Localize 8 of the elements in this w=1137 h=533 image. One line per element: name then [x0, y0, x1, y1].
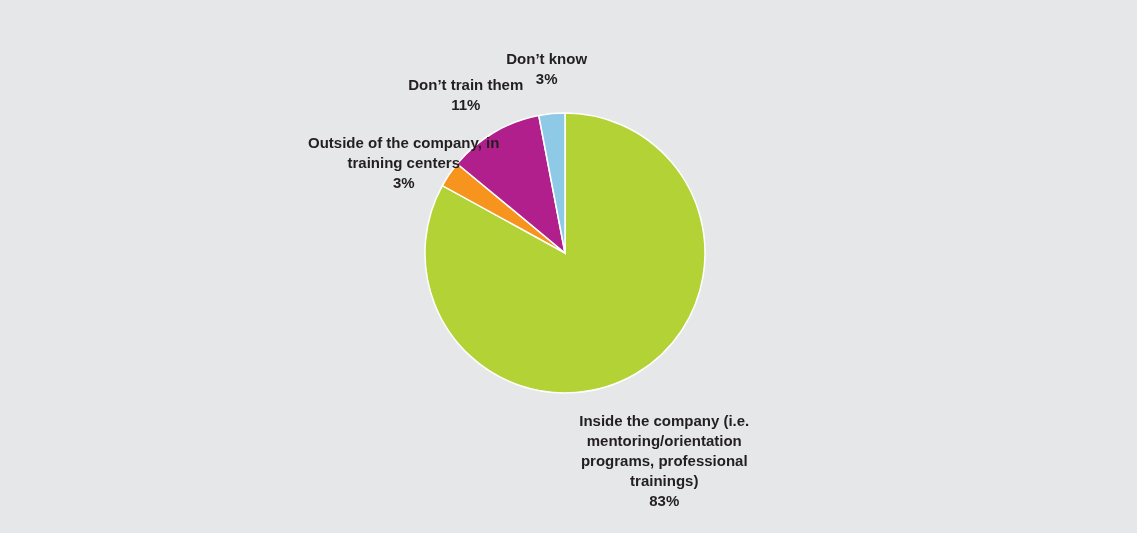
data-label: 3%	[535, 69, 558, 87]
slice-label: Outside of the company, in training centers	[308, 134, 500, 172]
slice-label: Don’t know	[506, 49, 588, 67]
data-label: 3%	[392, 174, 415, 192]
slice-label: Don’t train them	[408, 76, 524, 94]
slice-label: Inside the company (i.e. mentoring/orientation programs, professional trainings)	[579, 411, 750, 489]
data-label: 11%	[451, 96, 481, 114]
data-label: 83%	[649, 491, 680, 509]
